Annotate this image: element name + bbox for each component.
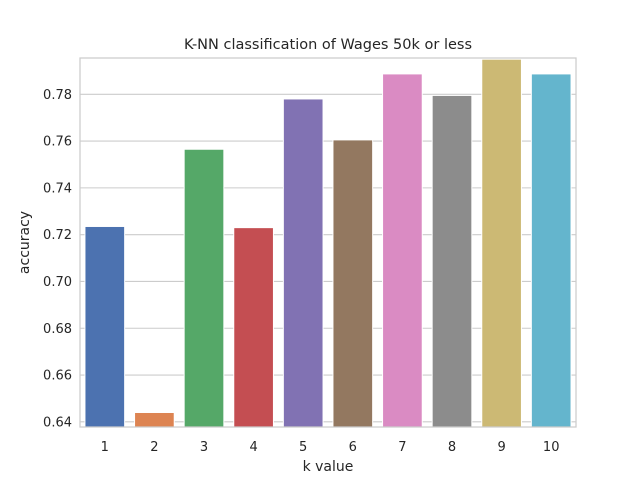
x-tick-label: 1 (101, 440, 109, 455)
chart-title: K-NN classification of Wages 50k or less (184, 37, 472, 53)
plot-frame (79, 57, 577, 428)
bar-k-9 (481, 58, 522, 428)
y-tick-label: 0.68 (43, 322, 72, 337)
x-tick-label: 2 (150, 440, 158, 455)
x-tick-label: 9 (497, 440, 505, 455)
bar-k-1 (84, 225, 126, 428)
x-axis-title: k value (303, 459, 354, 475)
y-tick-label: 0.78 (43, 88, 72, 103)
bar-k-2 (134, 411, 175, 428)
bar-k-7 (382, 73, 423, 428)
x-tick-label: 6 (349, 440, 357, 455)
y-tick-label: 0.64 (43, 415, 72, 430)
bar-k-6 (332, 139, 374, 428)
x-tick-label: 10 (543, 440, 560, 455)
bars (84, 58, 572, 428)
x-tick-label: 3 (200, 440, 208, 455)
y-tick-label: 0.72 (43, 228, 72, 243)
x-tick-label: 5 (299, 440, 307, 455)
bar-k-4 (233, 227, 274, 428)
y-tick-label: 0.74 (43, 181, 72, 196)
x-tick-labels: 1 2 3 4 5 6 7 8 9 10 (101, 440, 560, 455)
y-tick-label: 0.76 (43, 135, 72, 150)
y-tick-labels: 0.64 0.66 0.68 0.70 0.72 0.74 0.76 0.78 (43, 88, 72, 431)
bar-k-5 (282, 98, 324, 428)
bar-k-8 (431, 94, 473, 428)
x-tick-label: 7 (398, 440, 406, 455)
x-tick-label: 4 (249, 440, 257, 455)
y-tick-label: 0.70 (43, 275, 72, 290)
bar-k-10 (530, 73, 572, 428)
bar-k-3 (183, 148, 225, 428)
y-tick-label: 0.66 (43, 369, 72, 384)
x-tick-label: 8 (448, 440, 456, 455)
y-axis-title: accuracy (17, 211, 33, 274)
